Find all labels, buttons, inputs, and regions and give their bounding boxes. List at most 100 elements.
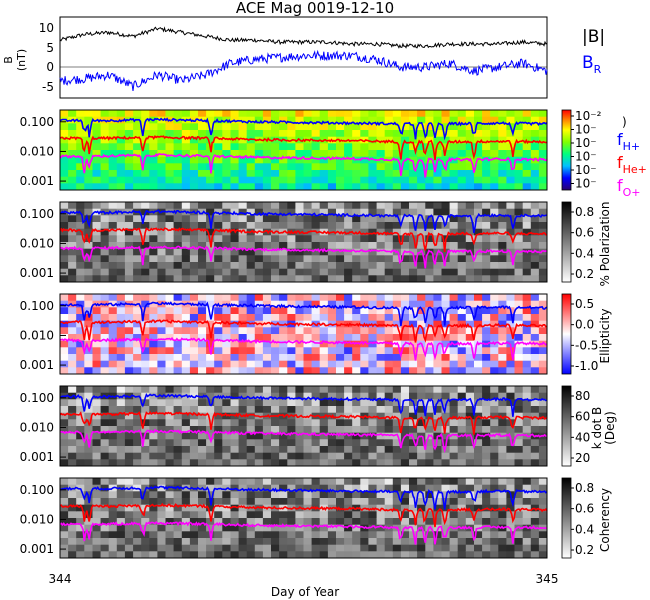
heatmap-cell: [425, 123, 434, 131]
heatmap-cell: [474, 544, 483, 552]
heatmap-cell: [344, 491, 353, 499]
heatmap-cell: [474, 399, 483, 407]
heatmap-cell: [433, 136, 442, 144]
heatmap-cell: [108, 208, 118, 216]
heatmap-cell: [360, 222, 369, 230]
heatmap-cell: [514, 116, 524, 124]
heatmap-cell: [189, 432, 199, 440]
heatmap-cell: [279, 150, 288, 158]
heatmap-cell: [295, 439, 304, 447]
heatmap-cell: [303, 255, 313, 263]
heatmap-cell: [214, 183, 223, 191]
heatmap-cell: [214, 367, 223, 375]
heatmap-cell: [133, 439, 142, 447]
heatmap-cell: [157, 386, 166, 394]
heatmap-cell: [141, 150, 150, 158]
heatmap-cell: [498, 386, 507, 394]
heatmap-cell: [262, 406, 272, 414]
heatmap-cell: [384, 110, 394, 118]
heatmap-cell: [116, 491, 126, 499]
heatmap-cell: [222, 202, 231, 210]
heatmap-cell: [392, 215, 402, 223]
heatmap-cell: [189, 228, 199, 236]
heatmap-cell: [165, 163, 175, 171]
heatmap-cell: [474, 327, 483, 335]
heatmap-cell: [319, 386, 329, 394]
heatmap-cell: [214, 426, 223, 434]
heatmap-cell: [287, 511, 296, 519]
heatmap-cell: [181, 511, 191, 519]
heatmap-cell: [441, 110, 451, 118]
heatmap-cell: [198, 110, 207, 118]
heatmap-cell: [400, 183, 410, 191]
heatmap-cell: [490, 439, 499, 447]
heatmap-cell: [327, 518, 337, 526]
heatmap-cell: [449, 386, 459, 394]
heatmap-cell: [254, 347, 264, 355]
heatmap-cell: [530, 262, 540, 270]
heatmap-cell: [222, 367, 231, 375]
heatmap-cell: [449, 222, 459, 230]
heatmap-cell: [360, 531, 369, 539]
heatmap-cell: [392, 327, 402, 335]
heatmap-cell: [530, 255, 540, 263]
heatmap-cell: [465, 268, 475, 276]
heatmap-cell: [490, 498, 499, 506]
heatmap-cell: [222, 432, 231, 440]
heatmap-cell: [254, 544, 264, 552]
heatmap-cell: [344, 484, 353, 492]
heatmap-cell: [181, 491, 191, 499]
heatmap-cell: [465, 116, 475, 124]
heatmap-cell: [246, 130, 256, 138]
heatmap-cell: [490, 262, 499, 270]
heatmap-cell: [262, 255, 272, 263]
heatmap-cell: [165, 452, 175, 460]
colorbar-tick-label: 0.2: [575, 543, 594, 557]
heatmap-cell: [376, 327, 386, 335]
heatmap-cell: [189, 452, 199, 460]
heatmap-cell: [271, 498, 280, 506]
heatmap-cell: [303, 498, 313, 506]
heatmap-cell: [279, 215, 288, 223]
heatmap-cell: [92, 340, 102, 348]
heatmap-cell: [465, 347, 475, 355]
heatmap-cell: [124, 439, 134, 447]
heatmap-cell: [246, 116, 256, 124]
heatmap-cell: [311, 340, 321, 348]
heatmap-cell: [108, 150, 118, 158]
heatmap-cell: [214, 307, 223, 315]
heatmap-cell: [514, 183, 524, 191]
heatmap-cell: [530, 268, 540, 276]
heatmap-cell: [449, 439, 459, 447]
heatmap-cell: [189, 340, 199, 348]
heatmap-cell: [189, 307, 199, 315]
heatmap-cell: [506, 170, 515, 178]
heatmap-cell: [522, 334, 532, 342]
heatmap-cell: [141, 452, 150, 460]
heatmap-cell: [133, 123, 142, 131]
heatmap-cell: [522, 255, 532, 263]
heatmap-cell: [230, 419, 240, 427]
heatmap-cell: [474, 242, 483, 250]
heatmap-cell: [400, 150, 410, 158]
heatmap-cell: [409, 130, 418, 138]
heatmap-cell: [368, 235, 377, 243]
heatmap-cell: [60, 215, 69, 223]
heatmap-cell: [133, 327, 142, 335]
heatmap-cell: [538, 544, 548, 552]
heatmap-cell: [165, 176, 175, 184]
heatmap-cell: [400, 176, 410, 184]
heatmap-cell: [189, 110, 199, 118]
heatmap-cell: [498, 163, 507, 171]
heatmap-cell: [133, 367, 142, 375]
heatmap-cell: [538, 531, 548, 539]
heatmap-cell: [441, 294, 451, 302]
heatmap-cell: [344, 228, 353, 236]
heatmap-cell: [108, 156, 118, 164]
heatmap-cell: [449, 360, 459, 368]
heatmap-cell: [498, 262, 507, 270]
heatmap-cell: [352, 354, 361, 362]
heatmap-cell: [246, 406, 256, 414]
heatmap-cell: [100, 446, 110, 454]
heatmap-cell: [530, 222, 540, 230]
